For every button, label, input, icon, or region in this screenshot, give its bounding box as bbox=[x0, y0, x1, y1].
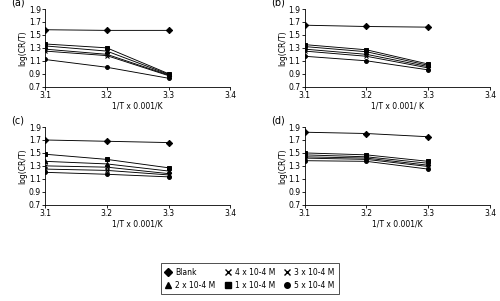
X-axis label: 1/T x 0.001/K: 1/T x 0.001/K bbox=[112, 219, 163, 228]
Y-axis label: log(CR/T): log(CR/T) bbox=[278, 148, 287, 184]
X-axis label: 1/T x 0.001/K: 1/T x 0.001/K bbox=[112, 101, 163, 110]
X-axis label: 1/T x 0.001/K: 1/T x 0.001/K bbox=[372, 219, 422, 228]
Y-axis label: log(CR/T): log(CR/T) bbox=[18, 148, 28, 184]
Text: (a): (a) bbox=[12, 0, 25, 8]
Y-axis label: log(CR/T): log(CR/T) bbox=[278, 30, 287, 66]
Text: (d): (d) bbox=[271, 116, 285, 126]
Text: (c): (c) bbox=[12, 116, 24, 126]
X-axis label: 1/T x 0.001/ K: 1/T x 0.001/ K bbox=[371, 101, 424, 110]
Legend: Blank, 2 x 10-4 M, 4 x 10-4 M, 1 x 10-4 M, 3 x 10-4 M, 5 x 10-4 M: Blank, 2 x 10-4 M, 4 x 10-4 M, 1 x 10-4 … bbox=[161, 263, 339, 294]
Text: (b): (b) bbox=[271, 0, 285, 8]
Y-axis label: log(CR/T): log(CR/T) bbox=[18, 30, 28, 66]
